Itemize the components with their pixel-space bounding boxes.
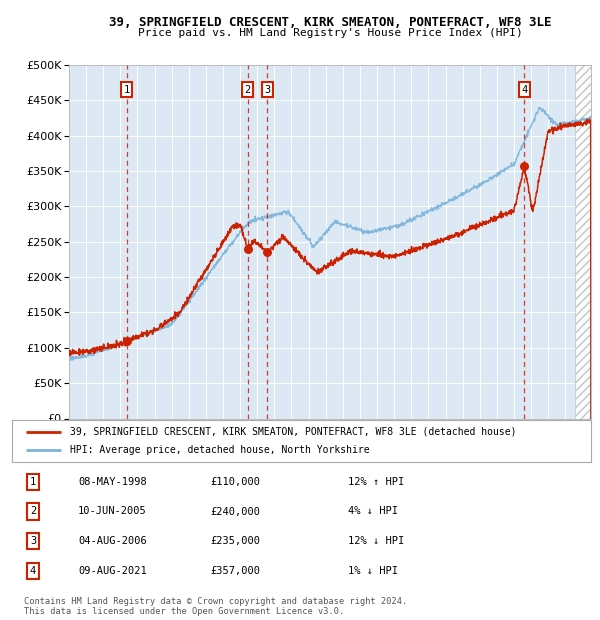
Text: £240,000: £240,000 [210, 507, 260, 516]
Text: Price paid vs. HM Land Registry's House Price Index (HPI): Price paid vs. HM Land Registry's House … [137, 28, 523, 38]
Text: 09-AUG-2021: 09-AUG-2021 [78, 566, 147, 576]
Text: 12% ↑ HPI: 12% ↑ HPI [348, 477, 404, 487]
Text: 1% ↓ HPI: 1% ↓ HPI [348, 566, 398, 576]
Text: HPI: Average price, detached house, North Yorkshire: HPI: Average price, detached house, Nort… [70, 445, 370, 455]
Text: This data is licensed under the Open Government Licence v3.0.: This data is licensed under the Open Gov… [24, 607, 344, 616]
Text: Contains HM Land Registry data © Crown copyright and database right 2024.: Contains HM Land Registry data © Crown c… [24, 597, 407, 606]
Text: 4: 4 [521, 85, 527, 95]
Text: £235,000: £235,000 [210, 536, 260, 546]
Text: 39, SPRINGFIELD CRESCENT, KIRK SMEATON, PONTEFRACT, WF8 3LE (detached house): 39, SPRINGFIELD CRESCENT, KIRK SMEATON, … [70, 427, 517, 437]
Text: £357,000: £357,000 [210, 566, 260, 576]
Text: 4% ↓ HPI: 4% ↓ HPI [348, 507, 398, 516]
Text: 10-JUN-2005: 10-JUN-2005 [78, 507, 147, 516]
Text: 3: 3 [264, 85, 271, 95]
Text: 3: 3 [30, 536, 36, 546]
Text: 2: 2 [30, 507, 36, 516]
Text: 08-MAY-1998: 08-MAY-1998 [78, 477, 147, 487]
Text: 4: 4 [30, 566, 36, 576]
Text: £110,000: £110,000 [210, 477, 260, 487]
Text: 1: 1 [124, 85, 130, 95]
Text: 1: 1 [30, 477, 36, 487]
Text: 2: 2 [245, 85, 251, 95]
Text: 04-AUG-2006: 04-AUG-2006 [78, 536, 147, 546]
Text: 12% ↓ HPI: 12% ↓ HPI [348, 536, 404, 546]
Text: 39, SPRINGFIELD CRESCENT, KIRK SMEATON, PONTEFRACT, WF8 3LE: 39, SPRINGFIELD CRESCENT, KIRK SMEATON, … [109, 16, 551, 29]
